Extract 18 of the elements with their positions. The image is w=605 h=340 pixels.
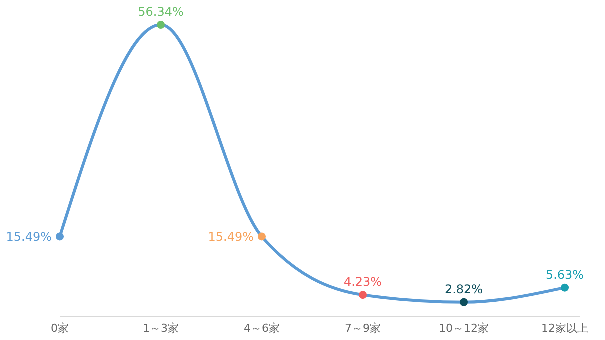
point	[258, 232, 266, 241]
data-label: 56.34%	[138, 5, 184, 19]
x-tick-label: 7～9家	[345, 322, 381, 335]
point	[561, 284, 569, 292]
x-tick-label: 10～12家	[439, 322, 489, 335]
data-label: 15.49%	[6, 230, 52, 244]
point	[157, 21, 165, 29]
x-tick-label: 0家	[51, 322, 69, 335]
data-label: 2.82%	[444, 282, 484, 296]
x-tick-label: 1～3家	[143, 322, 179, 335]
x-tick-label: 12家以上	[542, 322, 588, 335]
data-label: 15.49%	[208, 230, 254, 244]
point	[460, 298, 468, 306]
point	[56, 232, 64, 241]
data-label: 4.23%	[344, 275, 382, 290]
x-tick-label: 4～6家	[244, 322, 280, 335]
data-label: 5.63%	[546, 268, 584, 282]
point	[359, 291, 367, 300]
